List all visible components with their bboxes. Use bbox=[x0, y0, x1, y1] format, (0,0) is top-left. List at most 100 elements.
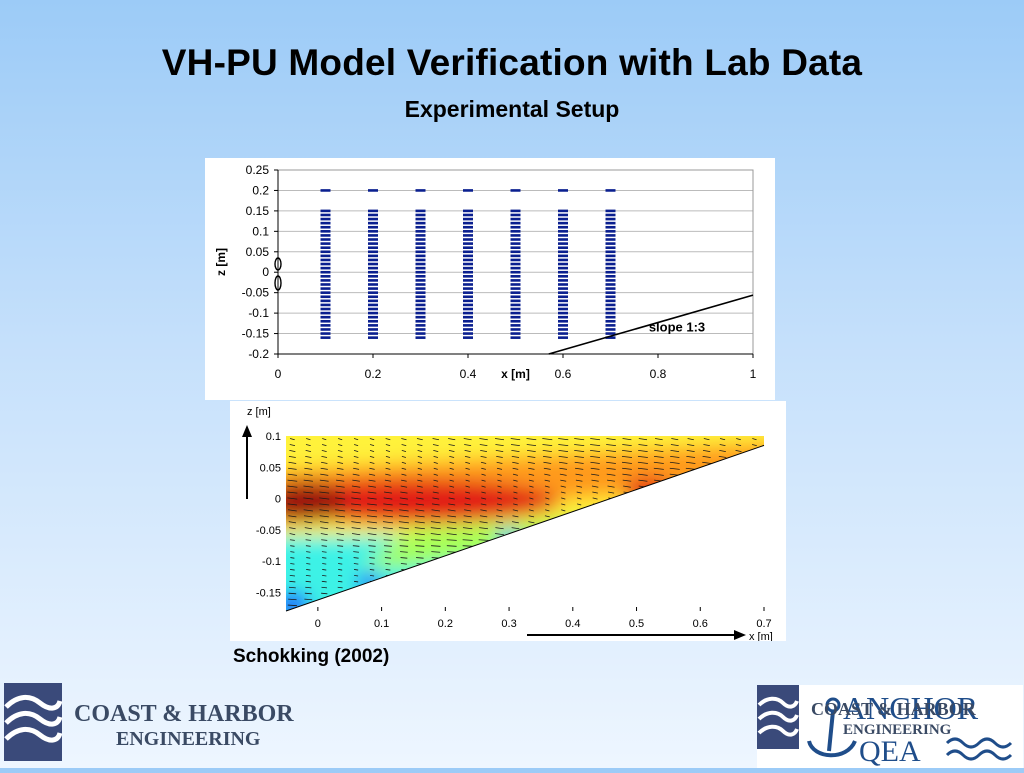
y-tick-label: 0.05 bbox=[260, 462, 281, 474]
velocity-arrow bbox=[542, 545, 552, 547]
anchor-logo-icon: ANCHOR COAST & HARBOR ENGINEERING QEA bbox=[757, 685, 1023, 768]
velocity-arrow bbox=[685, 479, 696, 482]
velocity-arrow bbox=[749, 485, 760, 488]
x-tick-label: 0.4 bbox=[460, 367, 477, 381]
velocity-arrow bbox=[319, 491, 330, 494]
velocity-arrow bbox=[654, 444, 664, 447]
velocity-arrow bbox=[653, 592, 664, 595]
velocity-arrow bbox=[703, 444, 710, 447]
velocity-arrow bbox=[305, 533, 312, 536]
velocity-arrow bbox=[749, 509, 760, 512]
velocity-arrow bbox=[528, 515, 535, 518]
velocity-arrow bbox=[399, 509, 409, 512]
velocity-arrow bbox=[496, 467, 503, 470]
velocity-arrow bbox=[385, 444, 391, 447]
probe-marker bbox=[368, 258, 378, 262]
velocity-arrow bbox=[511, 533, 520, 536]
velocity-arrow bbox=[322, 563, 327, 565]
probe-marker bbox=[510, 234, 521, 237]
velocity-arrow bbox=[433, 598, 438, 601]
velocity-arrow bbox=[416, 497, 424, 500]
velocity-arrow bbox=[337, 551, 343, 553]
velocity-arrow bbox=[337, 545, 344, 547]
velocity-arrow bbox=[511, 527, 520, 530]
velocity-arrow bbox=[543, 455, 552, 458]
velocity-arrow bbox=[733, 497, 744, 500]
velocity-arrow bbox=[622, 479, 632, 482]
velocity-arrow bbox=[336, 467, 344, 470]
velocity-arrow bbox=[431, 509, 441, 512]
velocity-arrow bbox=[478, 533, 489, 536]
velocity-arrow bbox=[669, 598, 680, 601]
velocity-arrow bbox=[303, 509, 314, 512]
probe-marker bbox=[558, 279, 568, 282]
probe-marker bbox=[368, 275, 378, 278]
velocity-arrow bbox=[542, 574, 553, 577]
velocity-arrow bbox=[752, 438, 757, 441]
velocity-arrow bbox=[352, 604, 360, 607]
velocity-arrow bbox=[383, 491, 392, 494]
probe-marker bbox=[558, 246, 568, 249]
velocity-arrow bbox=[481, 598, 486, 601]
probe-marker bbox=[463, 258, 473, 262]
probe-marker bbox=[558, 221, 568, 225]
velocity-arrow bbox=[398, 515, 409, 518]
x-tick-label: 0 bbox=[315, 618, 321, 630]
velocity-arrow bbox=[576, 527, 582, 530]
velocity-arrow bbox=[305, 545, 311, 547]
velocity-arrow bbox=[383, 527, 393, 530]
probe-marker bbox=[463, 287, 473, 290]
velocity-arrow bbox=[480, 450, 488, 452]
probe-marker bbox=[605, 299, 616, 303]
probe-marker bbox=[605, 242, 616, 245]
probe-marker bbox=[558, 266, 568, 270]
probe-marker bbox=[558, 319, 568, 323]
probe-marker bbox=[320, 209, 331, 213]
velocity-arrow bbox=[622, 598, 632, 601]
probe-marker bbox=[463, 189, 473, 192]
probe-marker bbox=[510, 303, 521, 307]
velocity-arrow bbox=[305, 444, 311, 447]
probe-marker bbox=[510, 246, 521, 249]
velocity-arrow bbox=[718, 592, 727, 595]
velocity-arrow bbox=[640, 515, 646, 518]
velocity-arrow bbox=[338, 563, 343, 565]
velocity-arrow bbox=[542, 551, 553, 553]
logo-left-line2: ENGINEERING bbox=[116, 728, 261, 750]
velocity-arrow bbox=[416, 485, 423, 488]
probe-marker bbox=[415, 250, 426, 254]
velocity-arrow bbox=[385, 580, 391, 583]
velocity-arrow bbox=[672, 521, 678, 524]
velocity-arrow bbox=[335, 515, 346, 518]
velocity-arrow bbox=[528, 509, 534, 512]
velocity-arrow bbox=[638, 580, 648, 583]
velocity-arrow bbox=[701, 479, 712, 482]
probe-marker bbox=[320, 291, 331, 294]
velocity-arrow bbox=[288, 467, 297, 470]
velocity-arrow bbox=[622, 580, 632, 583]
velocity-arrow bbox=[449, 485, 455, 488]
velocity-arrow bbox=[622, 438, 632, 441]
velocity-arrow bbox=[736, 563, 741, 565]
velocity-arrow bbox=[720, 545, 725, 547]
probe-marker bbox=[320, 250, 331, 254]
velocity-arrow bbox=[685, 598, 696, 601]
velocity-arrow bbox=[622, 569, 632, 571]
velocity-arrow bbox=[463, 438, 472, 441]
velocity-arrow bbox=[639, 497, 647, 500]
velocity-arrow bbox=[353, 580, 359, 583]
velocity-arrow bbox=[303, 479, 313, 482]
velocity-arrow bbox=[465, 461, 471, 464]
probe-marker bbox=[558, 213, 568, 217]
probe-marker bbox=[558, 332, 568, 335]
velocity-arrow bbox=[670, 444, 679, 447]
probe-marker bbox=[320, 234, 331, 237]
velocity-arrow bbox=[496, 509, 503, 512]
velocity-arrow bbox=[464, 450, 471, 452]
velocity-arrow bbox=[320, 598, 328, 601]
velocity-arrow bbox=[289, 444, 296, 447]
velocity-arrow bbox=[449, 473, 454, 476]
probe-marker bbox=[368, 189, 378, 192]
velocity-arrow bbox=[544, 473, 551, 476]
y-tick-label: -0.15 bbox=[256, 587, 281, 599]
